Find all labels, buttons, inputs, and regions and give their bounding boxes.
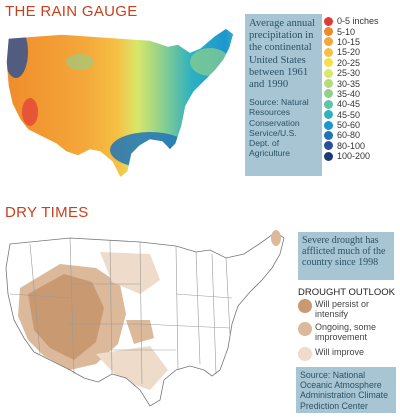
legend-item: 60-80 <box>324 130 400 140</box>
legend-item: 30-35 <box>324 78 400 89</box>
legend-label: 30-35 <box>337 78 361 89</box>
legend-label: 100-200 <box>337 151 371 162</box>
legend-swatch <box>324 27 333 37</box>
legend-swatch <box>324 58 333 68</box>
rain-gauge-title: THE RAIN GAUGE <box>5 3 138 20</box>
legend-label: 40-45 <box>337 99 361 110</box>
legend-swatch <box>324 79 333 89</box>
legend-item: 25-30 <box>324 68 400 78</box>
legend-label: 25-30 <box>337 68 361 79</box>
dry-times-source: Source: National Oceanic Atmosphere Admi… <box>300 370 388 411</box>
legend-swatch <box>324 151 333 161</box>
outlook-item-persist: Will persist or intensify <box>298 299 395 319</box>
legend-label: 35-40 <box>337 88 361 99</box>
precipitation-map <box>5 27 235 180</box>
legend-swatch <box>324 47 333 57</box>
outlook-label-persist: Will persist or intensify <box>315 299 370 319</box>
legend-label: 15-20 <box>337 47 361 58</box>
legend-swatch <box>324 89 333 99</box>
legend-item: 10-15 <box>324 37 400 47</box>
legend-swatch <box>324 99 333 109</box>
legend-item: 80-100 <box>324 141 400 151</box>
legend-item: 40-45 <box>324 99 400 109</box>
legend-item: 100-200 <box>324 151 400 161</box>
outlook-item-improve: Will improve <box>298 347 395 361</box>
legend-label: 20-25 <box>337 57 361 68</box>
rain-gauge-source: Source: Natural Resources Conservation S… <box>249 97 309 159</box>
legend-item: 50-60 <box>324 120 400 130</box>
legend-swatch <box>324 141 333 151</box>
legend-label: 80-100 <box>337 140 366 151</box>
legend-label: 0-5 inches <box>337 16 379 27</box>
legend-swatch <box>324 16 333 26</box>
some-improvement-swatch <box>298 322 312 336</box>
outlook-item-some-improvement: Ongoing, some improvement <box>298 322 395 342</box>
rain-gauge-caption-box: Average annual precipitation in the cont… <box>245 14 322 176</box>
outlook-label-improve: Will improve <box>315 347 365 357</box>
rain-gauge-description: Average annual precipitation in the cont… <box>249 18 315 91</box>
legend-label: 10-15 <box>337 36 361 47</box>
legend-swatch <box>324 130 333 140</box>
improve-swatch <box>298 347 312 361</box>
dry-times-title: DRY TIMES <box>5 204 89 221</box>
legend-label: 60-80 <box>337 130 361 141</box>
legend-item: 45-50 <box>324 110 400 120</box>
legend-item: 15-20 <box>324 47 400 57</box>
legend-swatch <box>324 68 333 78</box>
legend-item: 35-40 <box>324 89 400 99</box>
precipitation-legend: 0-5 inches 5-10 10-15 15-20 20-25 25-30 30-35 3… <box>324 16 400 161</box>
legend-label: 45-50 <box>337 109 361 120</box>
drought-outlook-map <box>5 230 285 407</box>
legend-swatch <box>324 120 333 130</box>
dry-times-source-box: Source: National Oceanic Atmosphere Admi… <box>296 367 396 413</box>
persist-swatch <box>298 299 312 313</box>
dry-times-description: Severe drought has afflicted much of the… <box>302 235 386 269</box>
legend-item: 20-25 <box>324 58 400 68</box>
legend-item: 0-5 inches <box>324 16 400 26</box>
dry-times-caption-box: Severe drought has afflicted much of the… <box>298 232 394 280</box>
outlook-label-some-improvement: Ongoing, some improvement <box>315 322 377 342</box>
drought-outlook-title: DROUGHT OUTLOOK <box>298 287 395 298</box>
legend-swatch <box>324 37 333 47</box>
legend-item: 5-10 <box>324 26 400 37</box>
legend-label: 50-60 <box>337 120 361 131</box>
legend-swatch <box>324 110 333 120</box>
legend-label: 5-10 <box>337 26 356 37</box>
